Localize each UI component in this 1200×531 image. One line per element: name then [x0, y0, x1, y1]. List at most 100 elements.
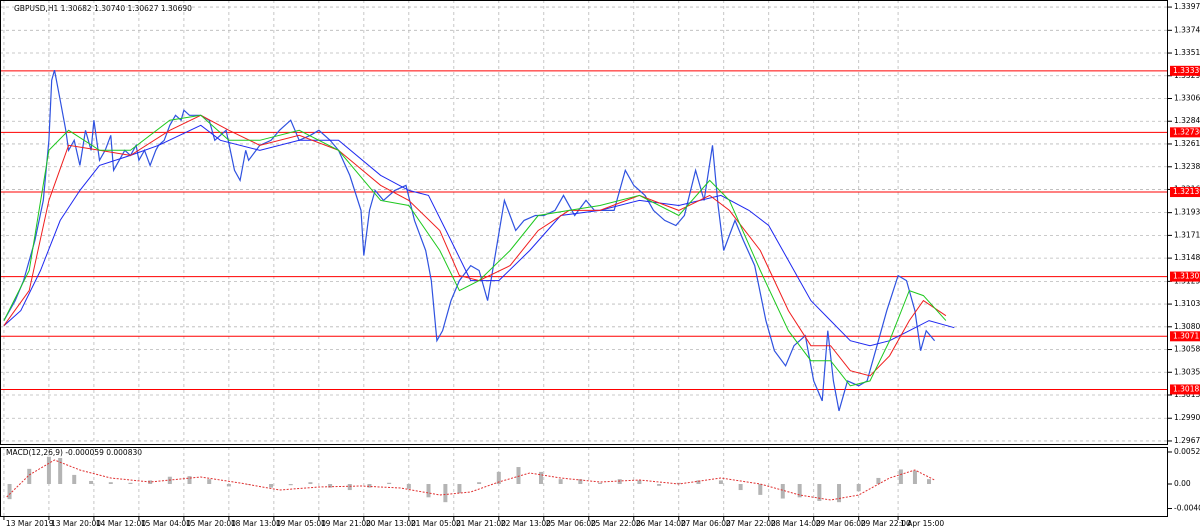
histogram-bar	[797, 483, 802, 498]
x-tick-label: 19 Mar 05:00	[276, 519, 326, 528]
y-tick-label: 1.30355	[1174, 367, 1200, 376]
x-tick-label: 13 Mar 20:00	[51, 519, 101, 528]
y-tick-label: 1.33065	[1174, 93, 1200, 102]
histogram-bar	[617, 479, 622, 484]
histogram-bar	[898, 469, 903, 484]
histogram-bar	[558, 479, 563, 484]
histogram-bar	[477, 482, 482, 484]
panel-frame	[0, 0, 1168, 445]
x-tick-label: 21 Mar 21:00	[456, 519, 506, 528]
x-tick-label: 14 Mar 12:00	[96, 519, 146, 528]
x-tick-label: 25 Mar 06:00	[546, 519, 596, 528]
histogram-bar	[578, 479, 583, 484]
histogram-bar	[426, 483, 431, 498]
histogram-bar	[128, 482, 133, 484]
level-label-box	[1170, 127, 1200, 138]
x-tick-label: 27 Mar 06:00	[681, 519, 731, 528]
y-tick-label: 0.005287	[1174, 447, 1200, 456]
histogram-bar	[89, 480, 94, 484]
histogram-bar	[912, 470, 917, 484]
histogram-bar	[856, 483, 861, 492]
histogram-bar	[718, 480, 723, 484]
series-line	[3, 114, 947, 377]
chart-title: GBPUSD,H1 1.30682 1.30740 1.30627 1.3069…	[14, 4, 192, 13]
histogram-bar	[308, 482, 313, 484]
x-tick-label: 29 Mar 06:00	[816, 519, 866, 528]
level-label-box	[1170, 331, 1200, 342]
histogram-bar	[347, 483, 352, 491]
y-tick-label: 1.29900	[1174, 413, 1200, 422]
histogram-bar	[676, 482, 681, 484]
histogram-bar	[269, 483, 274, 488]
x-tick-label: 20 Mar 13:00	[366, 519, 416, 528]
histogram-bar	[288, 483, 293, 486]
histogram-bar	[367, 483, 372, 488]
histogram-bar	[457, 483, 462, 494]
x-tick-label: 26 Mar 14:00	[636, 519, 686, 528]
histogram-bar	[696, 480, 701, 484]
histogram-bar	[927, 479, 932, 484]
histogram-bar	[207, 479, 212, 484]
histogram-bar	[387, 482, 392, 484]
histogram-bar	[328, 483, 333, 488]
series-line	[6, 459, 935, 501]
x-tick-label: 19 Mar 21:00	[321, 519, 371, 528]
histogram-bar	[738, 483, 743, 491]
x-tick-label: 22 Mar 13:00	[501, 519, 551, 528]
level-label-box	[1170, 65, 1200, 76]
y-tick-label: -0.004050	[1174, 504, 1200, 513]
y-tick-label: 1.32840	[1174, 116, 1200, 125]
x-tick-label: 21 Mar 05:00	[411, 519, 461, 528]
level-label: 1.31302	[1173, 272, 1200, 281]
panel-frame	[0, 447, 1168, 517]
level-label-box	[1170, 187, 1200, 198]
level-label: 1.33339	[1173, 66, 1200, 75]
histogram-bar	[780, 483, 785, 499]
histogram-bar	[187, 476, 192, 484]
histogram-bar	[538, 471, 543, 484]
histogram-bar	[876, 477, 881, 484]
x-tick-label: 28 Mar 14:00	[771, 519, 821, 528]
histogram-bar	[72, 474, 77, 484]
histogram-bar	[7, 483, 12, 500]
x-tick-label: 1 Apr 15:00	[900, 519, 944, 528]
histogram-bar	[443, 483, 448, 503]
x-tick-label: 15 Mar 20:00	[186, 519, 236, 528]
level-label: 1.32730	[1173, 127, 1200, 136]
histogram-bar	[226, 483, 231, 487]
y-tick-label: 1.31030	[1174, 299, 1200, 308]
histogram-bar	[598, 482, 603, 484]
x-tick-label: 25 Mar 22:00	[591, 519, 641, 528]
level-label: 1.30185	[1173, 384, 1200, 393]
histogram-bar	[46, 456, 51, 484]
histogram-bar	[246, 483, 251, 485]
series-line	[3, 114, 947, 387]
histogram-bar	[516, 467, 521, 484]
y-tick-label: 1.33515	[1174, 48, 1200, 57]
y-tick-label: 0.00	[1174, 479, 1191, 488]
level-label-box	[1170, 384, 1200, 395]
histogram-bar	[657, 483, 662, 486]
level-label-box	[1170, 271, 1200, 282]
histogram-bar	[108, 482, 113, 484]
histogram-bar	[758, 483, 763, 495]
y-tick-label: 1.30130	[1174, 390, 1200, 399]
histogram-bar	[27, 468, 32, 484]
series-line	[3, 69, 936, 412]
x-tick-label: 13 Mar 2019	[6, 519, 54, 528]
histogram-bar	[496, 471, 501, 484]
y-tick-label: 1.33970	[1174, 2, 1200, 11]
y-tick-label: 1.31485	[1174, 253, 1200, 262]
indicator-title: MACD(12,26,9) -0.000059 0.000830	[6, 448, 142, 457]
y-tick-label: 1.31935	[1174, 208, 1200, 217]
y-tick-label: 1.30580	[1174, 345, 1200, 354]
x-tick-label: 18 Mar 13:00	[231, 519, 281, 528]
histogram-bar	[406, 483, 411, 489]
y-tick-label: 1.33740	[1174, 25, 1200, 34]
histogram-bar	[148, 480, 153, 484]
level-label: 1.32139	[1173, 187, 1200, 196]
series-line	[3, 124, 955, 347]
